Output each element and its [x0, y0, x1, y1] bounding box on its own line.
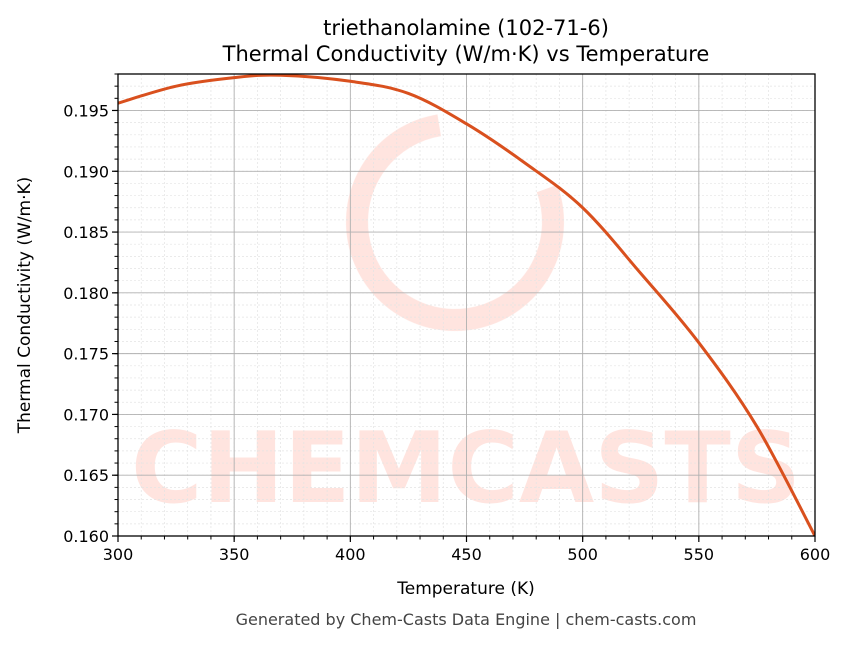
y-tick-label: 0.190	[63, 162, 109, 181]
x-tick-label: 350	[219, 545, 250, 564]
x-tick-label: 600	[800, 545, 831, 564]
footer-credit: Generated by Chem-Casts Data Engine | ch…	[236, 610, 697, 629]
y-tick-label: 0.160	[63, 527, 109, 546]
x-tick-label: 550	[684, 545, 715, 564]
y-tick-label: 0.175	[63, 345, 109, 364]
watermark-text: CHEMCASTS	[131, 412, 801, 526]
x-tick-label: 450	[451, 545, 482, 564]
x-axis-label: Temperature (K)	[396, 579, 535, 599]
x-tick-label: 500	[567, 545, 598, 564]
series-line	[118, 74, 815, 536]
y-tick-label: 0.195	[63, 101, 109, 120]
y-tick-label: 0.180	[63, 284, 109, 303]
x-tick-label: 400	[335, 545, 366, 564]
chart-subtitle: Thermal Conductivity (W/m·K) vs Temperat…	[222, 42, 710, 66]
y-tick-label: 0.165	[63, 466, 109, 485]
x-tick-label: 300	[103, 545, 134, 564]
chart-title: triethanolamine (102-71-6)	[323, 16, 609, 40]
watermark: CHEMCASTS	[131, 113, 801, 526]
y-axis-label: Thermal Conductivity (W/m·K)	[15, 177, 35, 435]
y-tick-label: 0.170	[63, 405, 109, 424]
y-tick-label: 0.185	[63, 223, 109, 242]
